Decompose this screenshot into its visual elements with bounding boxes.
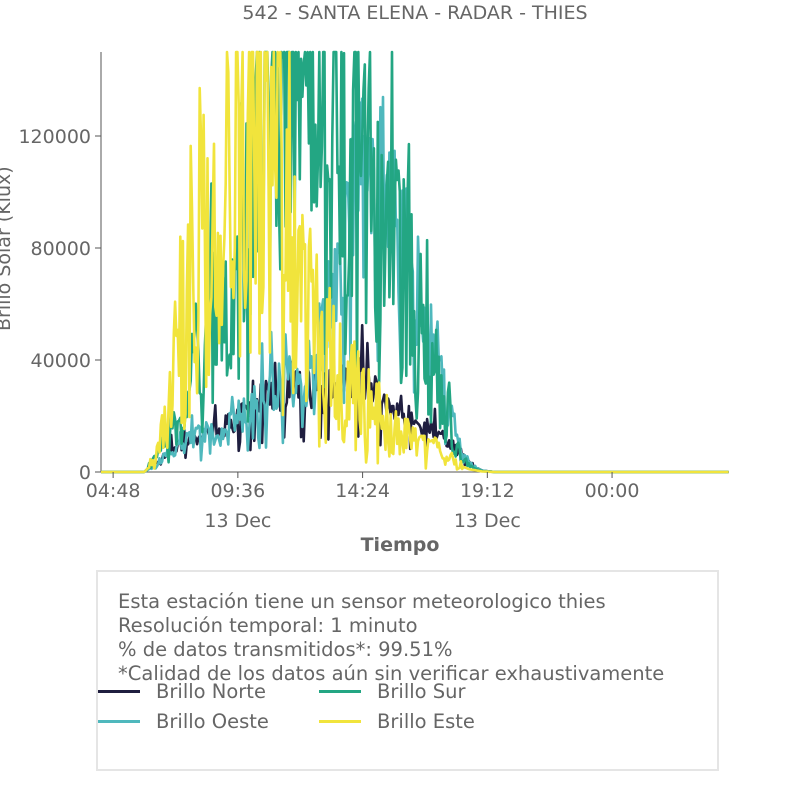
legend-item-sur: Brillo Sur xyxy=(319,680,466,703)
info-line-resolution: Resolución temporal: 1 minuto xyxy=(118,614,418,637)
info-box: Esta estación tiene un sensor meteorolog… xyxy=(96,570,719,771)
legend-item-este: Brillo Este xyxy=(319,710,475,733)
legend-swatch-oeste xyxy=(98,720,140,723)
legend-label-norte: Brillo Norte xyxy=(156,680,266,703)
series-line-3 xyxy=(101,50,729,474)
chart-title: 542 - SANTA ELENA - RADAR - THIES xyxy=(242,2,588,24)
legend-item-oeste: Brillo Oeste xyxy=(98,710,269,733)
legend-swatch-norte xyxy=(98,690,140,693)
x-tick-label: 09:36 xyxy=(210,480,265,502)
x-axis-label: Tiempo xyxy=(360,534,440,556)
legend-item-norte: Brillo Norte xyxy=(98,680,266,703)
x-tick-label: 14:24 xyxy=(335,480,390,502)
series-line-1 xyxy=(101,50,729,474)
y-tick-label: 40000 xyxy=(31,350,91,372)
series-line-2 xyxy=(101,95,729,474)
info-line-sensor: Esta estación tiene un sensor meteorolog… xyxy=(118,590,606,613)
info-lines: Esta estación tiene un sensor meteorolog… xyxy=(118,590,664,686)
y-tick-label: 0 xyxy=(79,462,91,484)
y-tick-label: 120000 xyxy=(18,126,91,148)
legend-label-este: Brillo Este xyxy=(377,710,475,733)
info-line-quality: *Calidad de los datos aún sin verificar … xyxy=(118,662,665,685)
series-layer xyxy=(101,50,729,474)
legend-swatch-sur xyxy=(319,690,361,693)
legend-label-oeste: Brillo Oeste xyxy=(156,710,269,733)
legend-swatch-este xyxy=(319,720,361,723)
info-line-transmitted: % de datos transmitidos*: 99.51% xyxy=(118,638,453,661)
x-tick-label: 00:00 xyxy=(585,480,640,502)
x-tick-label: 04:48 xyxy=(86,480,141,502)
y-tick-label: 80000 xyxy=(31,238,91,260)
x-tick-sublabel: 13 Dec xyxy=(454,510,521,532)
tick-layer: 0 40000 80000 120000 04:48 09:36 13 Dec 14:24 19… xyxy=(18,126,639,532)
x-tick-label: 19:12 xyxy=(460,480,515,502)
x-tick-sublabel: 13 Dec xyxy=(204,510,271,532)
legend-label-sur: Brillo Sur xyxy=(377,680,466,703)
